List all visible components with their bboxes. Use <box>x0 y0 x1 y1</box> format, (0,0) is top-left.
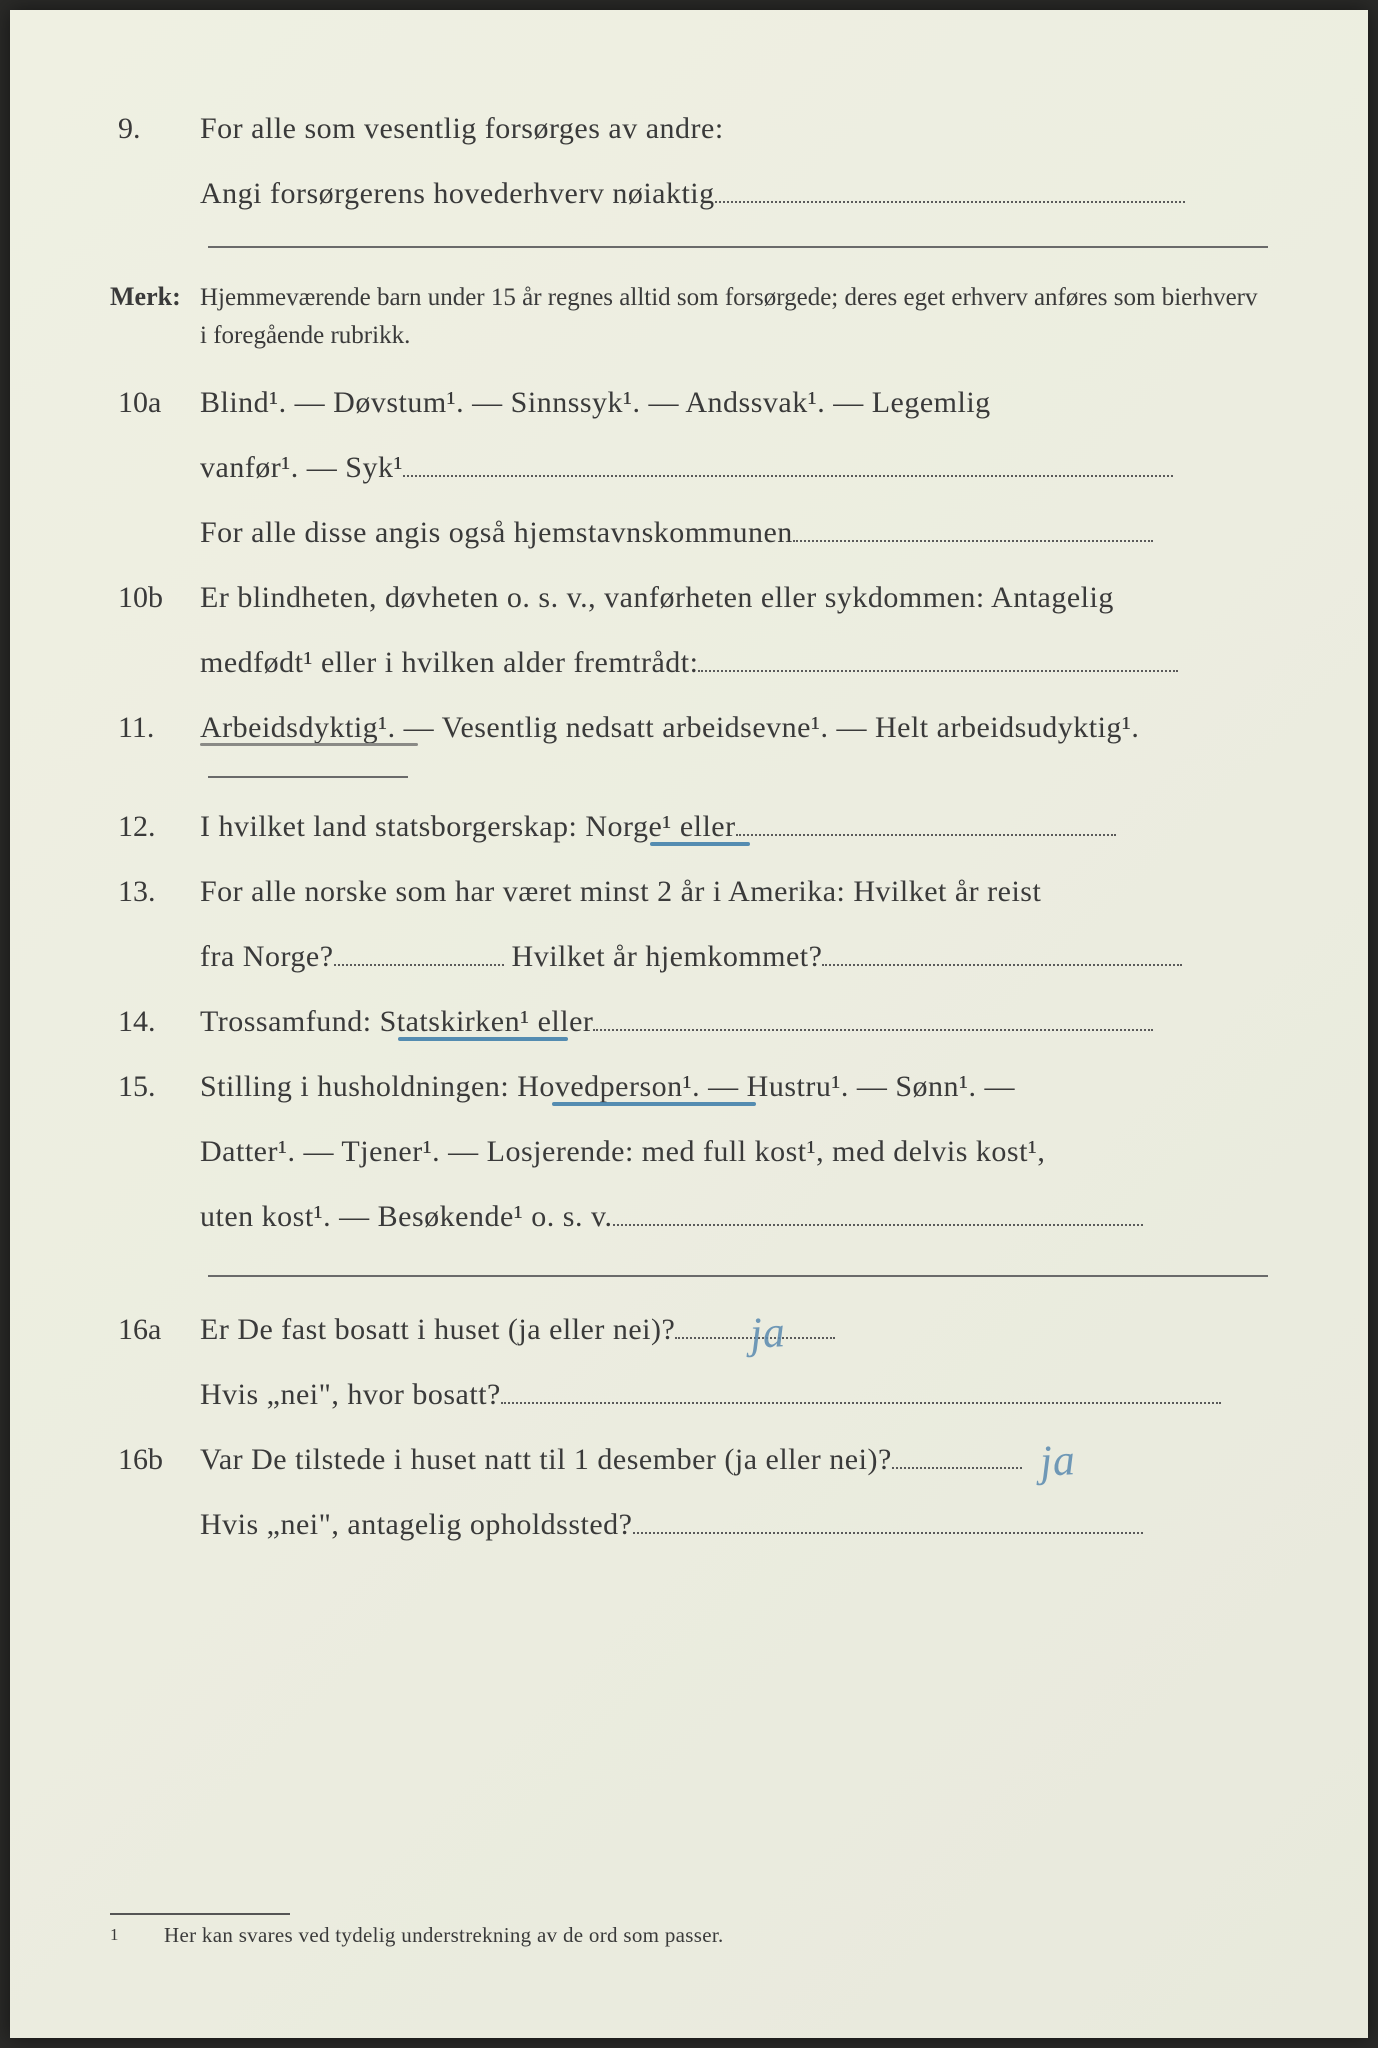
merk-text: Hjemmeværende barn under 15 år regnes al… <box>200 279 1268 354</box>
q14-pre: Trossamfund: <box>200 1005 380 1038</box>
q16b-row1: 16b Var De tilstede i huset natt til 1 d… <box>110 1431 1268 1488</box>
q15-hoved: Hovedperson¹ <box>517 1070 692 1103</box>
q13-line2a: fra Norge? <box>200 940 334 973</box>
q10a-opts: Blind¹. — Døvstum¹. — Sinnssyk¹. — Andss… <box>200 374 1268 431</box>
q9-row1: 9. For alle som vesentlig forsørges av a… <box>110 100 1268 157</box>
q16b-number: 16b <box>110 1431 200 1488</box>
q16a-answer: ja <box>748 1290 788 1375</box>
q14-blank <box>593 1029 1153 1031</box>
pencil-underline-arbeidsdyktig <box>200 743 418 746</box>
q15-blank <box>613 1224 1143 1226</box>
footnote-rule <box>110 1913 290 1915</box>
q16a-row2: Hvis „nei", hvor bosatt? <box>110 1366 1268 1423</box>
q14-post: eller <box>530 1005 594 1038</box>
q16b-line2-text: Hvis „nei", antagelig opholdssted? <box>200 1508 633 1541</box>
q13-blank1 <box>334 964 504 966</box>
q9-line2-text: Angi forsørgerens hovederhverv nøiaktig <box>200 177 715 210</box>
q15-line1b: . — Hustru¹. — Sønn¹. — <box>692 1070 1015 1103</box>
q14-content: Trossamfund: Statskirken¹ eller <box>200 993 1268 1050</box>
q16b-line1: Var De tilstede i huset natt til 1 desem… <box>200 1431 1268 1488</box>
q15-line3-text: uten kost¹. — Besøkende¹ o. s. v. <box>200 1200 613 1233</box>
q10b-row1: 10b Er blindheten, døvheten o. s. v., va… <box>110 569 1268 626</box>
q9-line1: For alle som vesentlig forsørges av andr… <box>200 100 1268 157</box>
q10a-row2: vanfør¹. — Syk¹ <box>110 439 1268 496</box>
q12-post: eller <box>672 810 736 843</box>
footnote: 1Her kan svares ved tydelig understrekni… <box>110 1923 1268 1948</box>
q13-line1: For alle norske som har været minst 2 år… <box>200 863 1268 920</box>
q13-row2: fra Norge? Hvilket år hjemkommet? <box>110 928 1268 985</box>
q12-content: I hvilket land statsborgerskap: Norge¹ e… <box>200 798 1268 855</box>
q13-line2: fra Norge? Hvilket år hjemkommet? <box>200 928 1268 985</box>
q16a-blank2 <box>501 1402 1221 1404</box>
q13-blank2 <box>822 964 1182 966</box>
merk-row: Merk: Hjemmeværende barn under 15 år reg… <box>110 272 1268 354</box>
q10a-opts2: vanfør¹. — Syk¹ <box>200 439 1268 496</box>
blue-underline-hovedperson <box>552 1102 756 1106</box>
q9-number: 9. <box>110 100 200 157</box>
q12-row: 12. I hvilket land statsborgerskap: Norg… <box>110 798 1268 855</box>
q16a-line1-text: Er De fast bosatt i huset (ja eller nei)… <box>200 1313 675 1346</box>
q9-row2: Angi forsørgerens hovederhverv nøiaktig <box>110 165 1268 222</box>
q10a-row3: For alle disse angis også hjemstavnskomm… <box>110 504 1268 561</box>
q16a-line1: Er De fast bosatt i huset (ja eller nei)… <box>200 1301 1268 1358</box>
q15-number: 15. <box>110 1058 200 1115</box>
q16a-line2: Hvis „nei", hvor bosatt? <box>200 1366 1268 1423</box>
q10a-line3-text: For alle disse angis også hjemstavnskomm… <box>200 516 793 549</box>
q16b-blank1 <box>892 1467 1022 1469</box>
q13-row1: 13. For alle norske som har været minst … <box>110 863 1268 920</box>
footnote-section: 1Her kan svares ved tydelig understrekni… <box>110 1913 1268 1948</box>
q15-row2: Datter¹. — Tjener¹. — Losjerende: med fu… <box>110 1123 1268 1180</box>
rule-after-q11 <box>208 776 408 778</box>
q16b-row2: Hvis „nei", antagelig opholdssted? <box>110 1496 1268 1553</box>
q11-text-span: Arbeidsdyktig¹. — Vesentlig nedsatt arbe… <box>200 711 1139 744</box>
q10a-blank1 <box>403 475 1173 477</box>
blue-underline-statskirken <box>398 1037 568 1041</box>
q12-blank <box>736 834 1116 836</box>
q15-line2: Datter¹. — Tjener¹. — Losjerende: med fu… <box>200 1123 1268 1180</box>
q16b-line1-text: Var De tilstede i huset natt til 1 desem… <box>200 1443 892 1476</box>
q11-number: 11. <box>110 699 200 756</box>
q16b-line2: Hvis „nei", antagelig opholdssted? <box>200 1496 1268 1553</box>
q10a-row1: 10a Blind¹. — Døvstum¹. — Sinnssyk¹. — A… <box>110 374 1268 431</box>
q14-number: 14. <box>110 993 200 1050</box>
q10b-line2-text: medfødt¹ eller i hvilken alder fremtrådt… <box>200 646 698 679</box>
q10b-blank <box>698 670 1178 672</box>
q15-line3: uten kost¹. — Besøkende¹ o. s. v. <box>200 1188 1268 1245</box>
q10a-line3: For alle disse angis også hjemstavnskomm… <box>200 504 1268 561</box>
q12-pre: I hvilket land statsborgerskap: <box>200 810 585 843</box>
q9-blank <box>715 201 1185 203</box>
q16a-line2-text: Hvis „nei", hvor bosatt? <box>200 1378 501 1411</box>
q15-line1: Stilling i husholdningen: Hovedperson¹. … <box>200 1058 1268 1115</box>
q16a-row1: 16a Er De fast bosatt i huset (ja eller … <box>110 1301 1268 1358</box>
q14-stats: Statskirken¹ <box>380 1005 530 1038</box>
footnote-text: Her kan svares ved tydelig understreknin… <box>164 1923 724 1947</box>
merk-label: Merk: <box>110 272 200 321</box>
rule-after-q15 <box>208 1275 1268 1277</box>
q15-row1: 15. Stilling i husholdningen: Hovedperso… <box>110 1058 1268 1115</box>
q10b-line1: Er blindheten, døvheten o. s. v., vanfør… <box>200 569 1268 626</box>
q11-row: 11. Arbeidsdyktig¹. — Vesentlig nedsatt … <box>110 699 1268 756</box>
q13-number: 13. <box>110 863 200 920</box>
census-form-page: 9. For alle som vesentlig forsørges av a… <box>10 10 1368 2038</box>
q16a-number: 16a <box>110 1301 200 1358</box>
footnote-number: 1 <box>110 1923 164 1945</box>
q14-row: 14. Trossamfund: Statskirken¹ eller <box>110 993 1268 1050</box>
rule-after-q9 <box>208 246 1268 248</box>
q16b-answer: ja <box>1038 1418 1078 1503</box>
q12-norge: Norge¹ <box>585 810 671 843</box>
q10a-number: 10a <box>110 374 200 431</box>
q10b-row2: medfødt¹ eller i hvilken alder fremtrådt… <box>110 634 1268 691</box>
q12-number: 12. <box>110 798 200 855</box>
q10a-blank2 <box>793 540 1153 542</box>
q10b-number: 10b <box>110 569 200 626</box>
q16b-blank2 <box>633 1532 1143 1534</box>
q15-line1a: Stilling i husholdningen: <box>200 1070 517 1103</box>
q11-text: Arbeidsdyktig¹. — Vesentlig nedsatt arbe… <box>200 699 1268 756</box>
q10b-line2: medfødt¹ eller i hvilken alder fremtrådt… <box>200 634 1268 691</box>
blue-underline-norge <box>650 842 750 846</box>
q15-row3: uten kost¹. — Besøkende¹ o. s. v. <box>110 1188 1268 1245</box>
q10a-opts2-text: vanfør¹. — Syk¹ <box>200 451 403 484</box>
q13-line2b: Hvilket år hjemkommet? <box>504 940 823 973</box>
q9-line2: Angi forsørgerens hovederhverv nøiaktig <box>200 165 1268 222</box>
